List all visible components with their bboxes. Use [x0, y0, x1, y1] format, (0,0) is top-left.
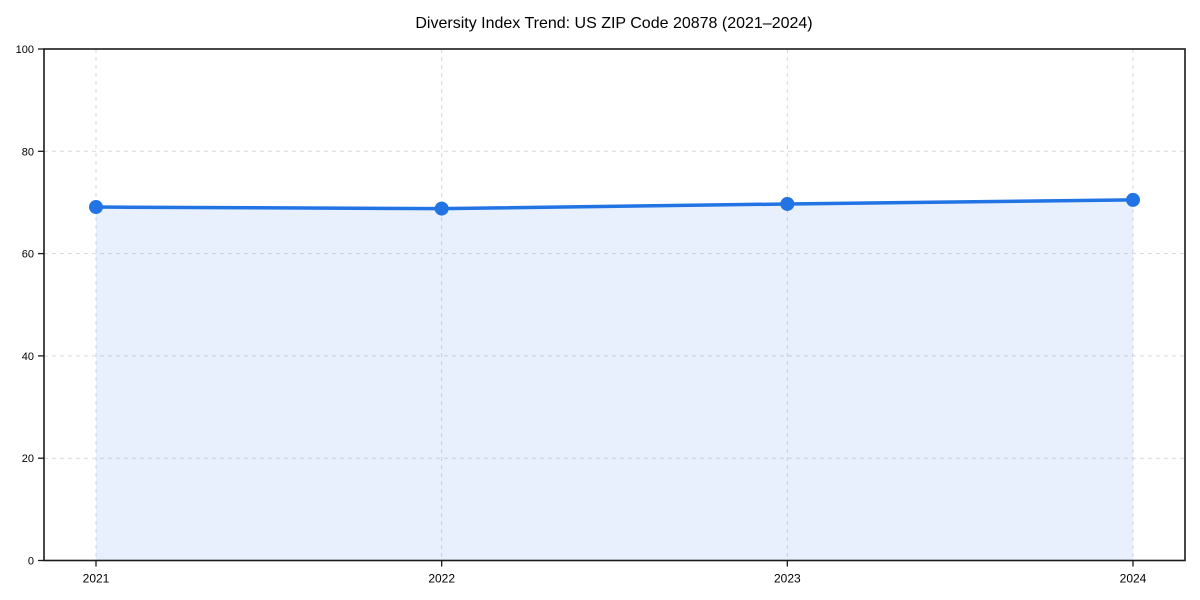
data-point-2024	[1126, 192, 1140, 207]
area-fill	[96, 199, 1133, 561]
plot-border	[43, 48, 1186, 562]
chart-title: Diversity Index Trend: US ZIP Code 20878…	[415, 15, 812, 32]
data-point-2021	[89, 200, 103, 215]
x-tick-label: 2023	[774, 572, 801, 586]
y-tick-label: 60	[22, 249, 34, 261]
axis-layer: 0 20 40 60 80 100 2021 2022 2023 2024	[16, 44, 1186, 586]
series-layer	[89, 192, 1140, 561]
x-tick-label: 2024	[1120, 572, 1147, 586]
data-point-2022	[434, 201, 449, 216]
data-point-2023	[780, 196, 795, 211]
x-tick-label: 2021	[83, 572, 110, 586]
y-tick-label: 0	[28, 556, 34, 568]
trend-line	[94, 198, 1135, 211]
y-tick-label: 20	[22, 453, 34, 465]
x-tick-label: 2022	[428, 572, 455, 586]
y-tick-label: 40	[22, 351, 34, 363]
y-tick-label: 100	[16, 44, 34, 56]
y-tick-label: 80	[22, 146, 34, 158]
